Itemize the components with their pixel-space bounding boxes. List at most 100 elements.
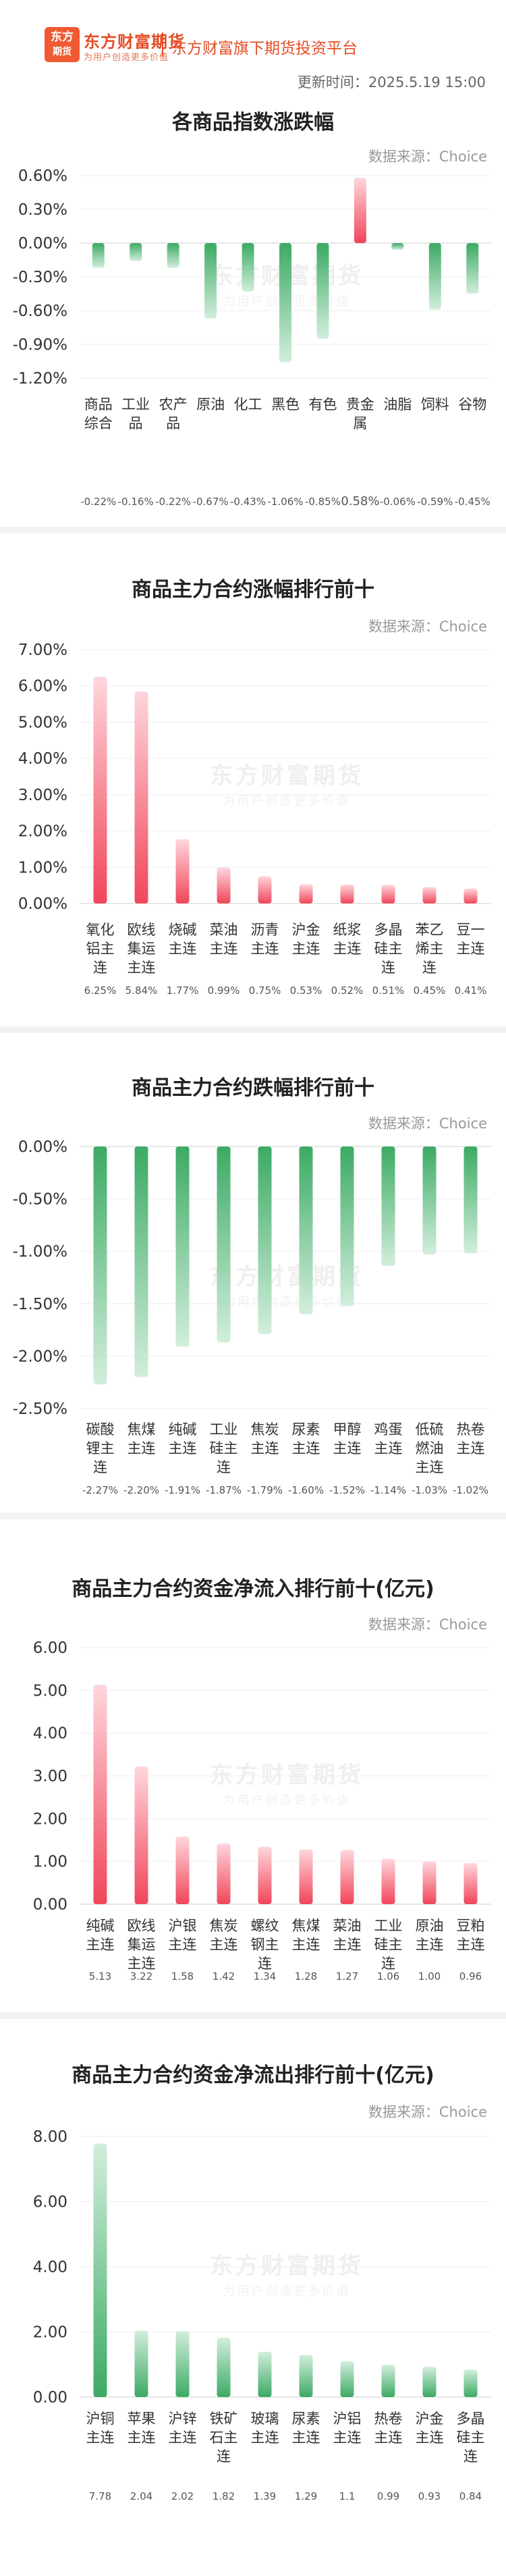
y-tick-label: 3.00%: [18, 787, 67, 804]
value-label: 0.96: [459, 1970, 482, 1982]
bar: [134, 2330, 148, 2397]
x-category-label: 油脂: [383, 396, 412, 413]
x-category-label: 硅主: [210, 1440, 238, 1456]
value-label: 0.99%: [208, 984, 240, 997]
x-category-label: 主连: [292, 1937, 320, 1953]
value-label: -0.67%: [193, 496, 229, 508]
value-label: 0.53%: [290, 984, 322, 997]
section-divider: [0, 1513, 506, 1519]
value-label: 1.82: [213, 2490, 235, 2502]
x-category-label: 连: [381, 960, 395, 976]
bar: [381, 885, 395, 903]
chart-title-outflow: 商品主力合约资金净流出排行前十(亿元): [72, 2064, 434, 2087]
y-tick-label: 5.00%: [18, 714, 67, 731]
value-label: 1.00: [418, 1970, 441, 1982]
y-tick-label: 0.60%: [18, 167, 67, 185]
value-label: 7.78: [89, 2490, 111, 2502]
page-header: 东方 期货 东方财富期货 为用户创造更多价值 东方财富旗下期货投资平台 更新时间…: [0, 0, 506, 95]
bar: [381, 2365, 395, 2397]
bar: [92, 243, 105, 268]
y-tick-label: 4.00: [33, 2259, 67, 2276]
value-label: -1.06%: [267, 496, 303, 508]
x-category-label: 主连: [169, 1937, 197, 1953]
value-label: 5.84%: [125, 984, 158, 997]
x-category-label: 连: [217, 1459, 231, 1475]
x-category-label: 工业: [121, 396, 150, 413]
x-category-label: 纯碱: [86, 1918, 115, 1934]
bar: [422, 1147, 437, 1255]
bar: [381, 1858, 395, 1904]
value-label: 1.34: [254, 1970, 276, 1982]
x-category-label: 沪铝: [333, 2411, 362, 2427]
x-category-label: 主连: [210, 1937, 238, 1953]
bar: [258, 2351, 272, 2397]
value-label: 2.02: [171, 2490, 194, 2502]
x-category-label: 苹果: [128, 2411, 156, 2427]
watermark-subtext: 为用户创造更多价值: [223, 794, 351, 808]
chart-title-inflow: 商品主力合约资金净流入排行前十(亿元): [72, 1577, 434, 1601]
x-category-label: 纯碱: [169, 1421, 197, 1438]
x-category-label: 硅主: [374, 941, 403, 957]
chart-title-index: 各商品指数涨跌幅: [172, 111, 334, 134]
bar: [354, 178, 366, 243]
x-category-label: 主连: [416, 1937, 444, 1953]
x-category-label: 工业: [374, 1918, 403, 1934]
y-tick-label: 6.00: [33, 2194, 67, 2211]
watermark-text: 东方财富期货: [210, 1263, 364, 1290]
brand-name: 东方财富期货: [84, 32, 185, 51]
bar: [422, 1861, 437, 1904]
value-label: 1.58: [171, 1970, 194, 1982]
value-label: -2.20%: [123, 1484, 159, 1496]
top-losers-section: 商品主力合约跌幅排行前十 数据来源：Choice 东方财富期货 为用户创造更多价值…: [0, 1033, 506, 1513]
x-category-label: 豆粕: [457, 1918, 485, 1934]
bar: [258, 1847, 272, 1904]
x-category-label: 主连: [374, 1440, 403, 1456]
bar: [258, 876, 272, 903]
bar: [242, 243, 254, 292]
x-category-label: 低硫: [416, 1421, 444, 1438]
x-category-label: 热卷: [457, 1421, 485, 1438]
bar: [391, 243, 404, 250]
y-tick-label: -2.00%: [13, 1348, 67, 1365]
y-tick-label: 0.00%: [18, 235, 67, 253]
x-category-label: 沪铜: [86, 2411, 115, 2427]
x-category-label: 豆一: [457, 922, 485, 938]
x-category-label: 沪金: [416, 2411, 444, 2427]
x-category-label: 主连: [128, 1440, 156, 1456]
x-category-label: 综合: [84, 415, 113, 431]
x-category-label: 主连: [416, 1459, 444, 1475]
x-category-label: 玻璃: [251, 2411, 279, 2427]
value-label: -1.03%: [412, 1484, 447, 1496]
value-label: 0.41%: [455, 984, 487, 997]
bar: [130, 243, 142, 261]
value-label: -1.60%: [288, 1484, 324, 1496]
capital-inflow-section: 商品主力合约资金净流入排行前十(亿元) 数据来源：Choice 东方财富期货 为用…: [0, 1519, 506, 2012]
bar: [217, 2338, 231, 2397]
x-category-label: 主连: [169, 1440, 197, 1456]
bar: [167, 243, 179, 268]
value-label: 0.84: [459, 2490, 482, 2502]
x-category-label: 欧线: [128, 1918, 156, 1934]
bar: [463, 1863, 478, 1904]
x-category-label: 主连: [457, 1937, 485, 1953]
bar: [422, 887, 437, 903]
x-category-label: 主连: [251, 941, 279, 957]
x-category-label: 连: [93, 960, 107, 976]
value-label: 0.51%: [372, 984, 405, 997]
x-category-label: 属: [353, 415, 367, 431]
value-label: -0.43%: [230, 496, 266, 508]
bar: [134, 691, 148, 903]
x-category-label: 硅主: [457, 2429, 485, 2446]
y-tick-label: -0.30%: [13, 269, 67, 286]
y-tick-label: 8.00: [33, 2128, 67, 2146]
x-category-label: 主连: [86, 2429, 115, 2446]
value-label: 2.04: [130, 2490, 152, 2502]
data-source-label: 数据来源：Choice: [368, 2104, 487, 2120]
value-label: -0.59%: [417, 496, 453, 508]
x-category-label: 原油: [416, 1918, 444, 1934]
bar: [428, 243, 441, 310]
value-label: 0.99: [377, 2490, 399, 2502]
x-category-label: 工业: [210, 1421, 238, 1438]
x-category-label: 主连: [457, 941, 485, 957]
